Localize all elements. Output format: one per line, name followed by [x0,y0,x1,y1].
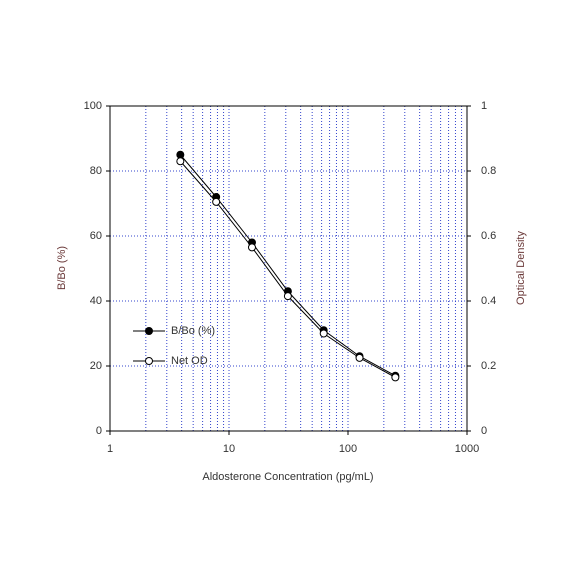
marker [176,157,185,166]
legend-marker [145,357,153,365]
x-tick-label: 10 [223,443,235,455]
legend-label: B/Bo (%) [171,325,215,337]
y-tick-label: 100 [84,100,102,112]
x-axis-title: Aldosterone Concentration (pg/mL) [202,471,373,483]
y-tick-label: 80 [90,165,102,177]
marker [283,292,292,301]
marker [391,373,400,382]
y-tick-label: 40 [90,295,102,307]
y-tick-label: 60 [90,230,102,242]
y2-axis-title: Optical Density [515,231,527,305]
plot-frame [109,105,468,432]
x-tick-label: 100 [339,443,357,455]
legend-label: Net OD [171,355,208,367]
marker [319,329,328,338]
marker [212,197,221,206]
y-axis-title: B/Bo (%) [56,246,68,290]
series-line [179,154,396,377]
y2-tick-label: 0.4 [481,295,496,307]
y2-tick-label: 1 [481,100,487,112]
y2-tick-label: 0.8 [481,165,496,177]
marker [355,353,364,362]
y-tick-label: 20 [90,360,102,372]
x-tick-label: 1000 [455,443,479,455]
y2-tick-label: 0 [481,425,487,437]
x-tick-label: 1 [107,443,113,455]
marker [247,243,256,252]
legend-marker [145,327,153,335]
y2-tick-label: 0.6 [481,230,496,242]
marker [176,150,185,159]
y-tick-label: 0 [96,425,102,437]
series-line [179,160,396,378]
y2-tick-label: 0.2 [481,360,496,372]
